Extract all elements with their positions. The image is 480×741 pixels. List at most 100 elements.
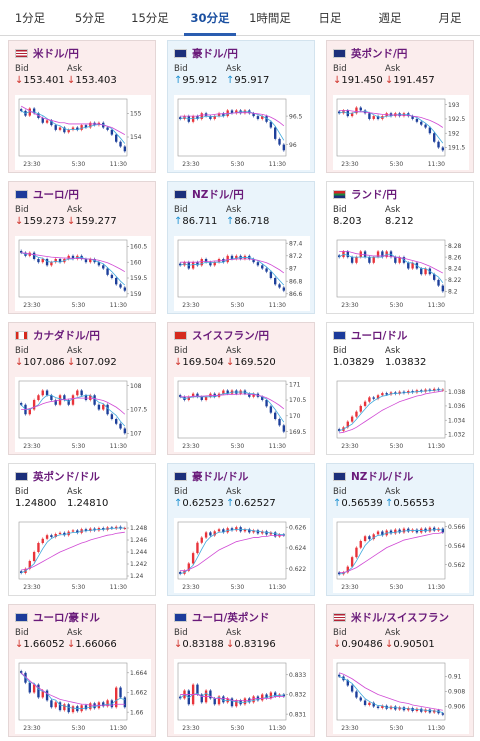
ma-long-line (339, 109, 444, 128)
rate-card[interactable]: ユーロ/英ポンド Bid Ask ↓0.83188 ↓0.83196 0.833 0.832… (167, 604, 315, 737)
candle-body (58, 259, 62, 263)
candle-body (123, 528, 127, 529)
rate-card[interactable]: ランド/円 Bid Ask 8.203 8.212 8.28 8.26 8.24 8.22 8.2… (326, 181, 474, 314)
x-tick-label: 5:30 (72, 725, 86, 732)
candlestick-chart[interactable]: 160.5 160 159.5 159 23:30 5:30 11:30 (15, 236, 151, 311)
candle-body (441, 389, 445, 391)
rate-card[interactable]: カナダドル/円 Bid Ask ↓107.086 ↓107.092 108 107.5 107… (8, 322, 156, 455)
pair-name: 英ポンド/円 (351, 47, 408, 60)
rate-card[interactable]: ユーロ/ドル Bid Ask 1.03829 1.03832 1.038 1.036 1.03… (326, 322, 474, 455)
candlestick-chart[interactable]: 1.664 1.662 1.66 23:30 5:30 11:30 (15, 659, 151, 734)
candle-body (222, 390, 225, 394)
candle-body (196, 116, 199, 119)
ma-short-line (180, 528, 284, 575)
y-tick-label: 86.8 (289, 278, 303, 285)
candle-body (256, 116, 260, 119)
candle-body (359, 697, 362, 701)
rate-card[interactable]: NZドル/ドル Bid Ask ↑0.56539 ↑0.56553 0.566 0.564 0… (326, 463, 474, 596)
ask-label: Ask (226, 64, 242, 74)
x-tick-label: 23:30 (182, 443, 199, 450)
ask-value: ↓1.66066 (67, 639, 117, 650)
y-tick-label: 1.66 (130, 709, 144, 716)
ma-long-line (339, 672, 443, 711)
pair-name: ランド/円 (351, 188, 397, 201)
rate-card[interactable]: 豪ドル/円 Bid Ask ↑95.912 ↑95.917 96.5 96 23:30 5:30… (167, 40, 315, 173)
rate-card[interactable]: 米ドル/円 Bid Ask ↓153.401 ↓153.403 155 154 23:30 5:… (8, 40, 156, 173)
bid-label: Bid (333, 64, 347, 74)
candlestick-chart[interactable]: 87.4 87.2 87 86.8 86.6 23:30 5:30 11:30 (174, 236, 310, 311)
ma-short-line (339, 676, 443, 714)
rate-card[interactable]: 豪ドル/ドル Bid Ask ↑0.62523 ↑0.62527 0.626 0.624 0.… (167, 463, 315, 596)
rate-card[interactable]: ユーロ/円 Bid Ask ↓159.273 ↓159.277 160.5 160 159.5… (8, 181, 156, 314)
pair-name: カナダドル/円 (33, 329, 100, 342)
tab-6[interactable]: 日足 (318, 11, 342, 25)
tab-7[interactable]: 週足 (378, 11, 402, 25)
pair-title[interactable]: ユーロ/豪ドル (15, 610, 100, 624)
x-tick-label: 5:30 (390, 161, 404, 168)
candle-body (217, 113, 221, 117)
x-tick-label: 11:30 (110, 584, 127, 591)
candle-body (102, 265, 105, 269)
candlestick-chart[interactable]: 1.248 1.246 1.244 1.242 1.24 23:30 5:30 11:30 (15, 518, 151, 593)
arrow-down-icon: ↓ (174, 639, 183, 650)
tab-2[interactable]: 5分足 (74, 11, 106, 25)
pair-title[interactable]: スイスフラン/円 (174, 328, 269, 342)
rate-card[interactable]: 英ポンド/ドル Bid Ask 1.24800 1.24810 1.248 1.246 1.2… (8, 463, 156, 596)
pair-title[interactable]: 米ドル/スイスフラン (333, 610, 449, 624)
candlestick-chart[interactable]: 0.91 0.908 0.906 23:30 5:30 11:30 (333, 659, 469, 734)
tab-5[interactable]: 1時間足 (249, 11, 291, 25)
y-tick-label: 0.832 (289, 692, 306, 699)
flag-ca-jp-icon (15, 330, 28, 340)
pair-title[interactable]: 英ポンド/ドル (15, 469, 100, 483)
tab-1[interactable]: 1分足 (14, 11, 46, 25)
pair-title[interactable]: NZドル/ドル (333, 469, 413, 483)
arrow-up-icon: ↑ (385, 498, 394, 509)
candlestick-chart[interactable]: 193 192.5 192 191.5 23:30 5:30 11:30 (333, 95, 469, 170)
arrow-down-icon: ↓ (15, 216, 24, 227)
pair-title[interactable]: カナダドル/円 (15, 328, 100, 342)
candle-body (282, 694, 286, 697)
x-tick-label: 23:30 (182, 584, 199, 591)
rate-card[interactable]: ユーロ/豪ドル Bid Ask ↓1.66052 ↓1.66066 1.664 1.662 1… (8, 604, 156, 737)
x-tick-label: 23:30 (182, 725, 199, 732)
candlestick-chart[interactable]: 1.038 1.036 1.034 1.032 23:30 5:30 11:30 (333, 377, 469, 452)
candle-body (19, 403, 23, 405)
rate-card[interactable]: 英ポンド/円 Bid Ask ↓191.450 ↓191.457 193 192.5 192 1… (326, 40, 474, 173)
candlestick-chart[interactable]: 0.566 0.564 0.562 23:30 5:30 11:30 (333, 518, 469, 593)
candlestick-chart[interactable]: 0.626 0.624 0.622 23:30 5:30 11:30 (174, 518, 310, 593)
candlestick-chart[interactable]: 171 170.5 170 169.5 23:30 5:30 11:30 (174, 377, 310, 452)
candlestick-chart[interactable]: 0.833 0.832 0.831 23:30 5:30 11:30 (174, 659, 310, 734)
pair-title[interactable]: ユーロ/円 (15, 187, 79, 201)
pair-title[interactable]: 豪ドル/円 (174, 46, 238, 60)
candle-body (76, 390, 79, 396)
pair-title[interactable]: ユーロ/ドル (333, 328, 407, 342)
candle-body (394, 257, 397, 263)
x-tick-label: 5:30 (231, 443, 245, 450)
pair-title[interactable]: NZドル/円 (174, 187, 244, 201)
candle-body (368, 257, 371, 263)
candlestick-chart[interactable]: 108 107.5 107 23:30 5:30 11:30 (15, 377, 151, 452)
candle-body (110, 274, 114, 278)
tab-4[interactable]: 30分足 (180, 0, 240, 36)
ask-label: Ask (226, 487, 242, 497)
ma-short-line (20, 527, 125, 574)
pair-title[interactable]: ユーロ/英ポンド (174, 610, 269, 624)
tab-8[interactable]: 月足 (438, 11, 462, 25)
rate-card[interactable]: 米ドル/スイスフラン Bid Ask ↓0.90486 ↓0.90501 0.91 0.90… (326, 604, 474, 737)
candle-body (54, 702, 57, 708)
rate-card[interactable]: スイスフラン/円 Bid Ask ↓169.504 ↓169.520 171 170.5 17… (167, 322, 315, 455)
candlestick-chart[interactable]: 96.5 96 23:30 5:30 11:30 (174, 95, 310, 170)
rate-card[interactable]: NZドル/円 Bid Ask ↑86.711 ↑86.718 87.4 87.2 87 86.8… (167, 181, 315, 314)
pair-title[interactable]: 英ポンド/円 (333, 46, 407, 60)
pair-title[interactable]: 豪ドル/ドル (174, 469, 248, 483)
candlestick-chart[interactable]: 155 154 23:30 5:30 11:30 (15, 95, 151, 170)
y-tick-label: 0.622 (289, 566, 306, 573)
ma-long-line (180, 535, 284, 572)
candle-body (282, 287, 286, 291)
pair-title[interactable]: 米ドル/円 (15, 46, 79, 60)
candle-body (67, 704, 70, 713)
tab-3[interactable]: 15分足 (131, 11, 169, 25)
pair-title[interactable]: ランド/円 (333, 187, 397, 201)
candlestick-chart[interactable]: 8.28 8.26 8.24 8.22 8.2 23:30 5:30 11:30 (333, 236, 469, 311)
bid-value: ↓169.504 (174, 357, 224, 368)
